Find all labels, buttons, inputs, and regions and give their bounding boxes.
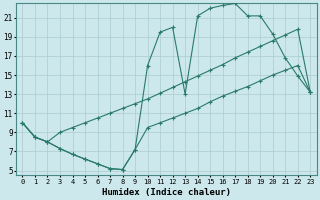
X-axis label: Humidex (Indice chaleur): Humidex (Indice chaleur) (102, 188, 231, 197)
